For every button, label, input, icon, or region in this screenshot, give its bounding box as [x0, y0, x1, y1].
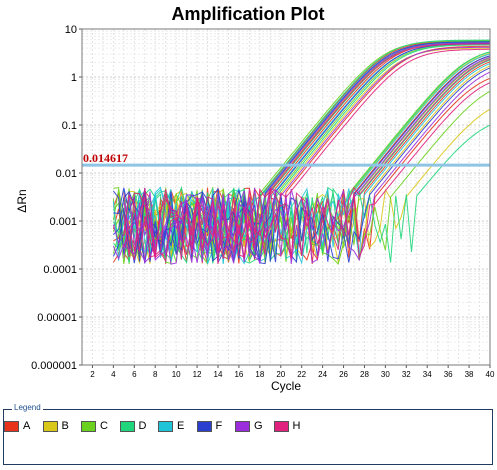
- legend-swatch: [42, 420, 58, 432]
- amplification-curve-a: [123, 61, 491, 264]
- y-tick-label: 0.01: [56, 168, 77, 180]
- legend-label: E: [177, 420, 185, 432]
- x-tick-label: 30: [381, 370, 390, 379]
- amplification-curve-d: [123, 51, 491, 263]
- legend-title: Legend: [12, 403, 43, 412]
- x-tick-label: 22: [297, 370, 306, 379]
- amplification-curve-d: [123, 124, 491, 265]
- x-tick-label: 18: [255, 370, 264, 379]
- x-tick-label: 34: [423, 370, 432, 379]
- y-tick-label: 0.1: [62, 120, 77, 132]
- x-tick-label: 36: [444, 370, 453, 379]
- y-tick-label: 0.000001: [31, 360, 77, 372]
- amplification-curve-h: [123, 58, 491, 261]
- legend-item-a[interactable]: A: [4, 420, 43, 432]
- legend-item-e[interactable]: E: [158, 420, 197, 432]
- legend-label: F: [215, 420, 223, 432]
- y-axis-ticks: 10 1 0.1 0.01 0.001 0.0001 0.00001 0.000001: [31, 24, 82, 372]
- amplification-curve-h: [123, 48, 491, 258]
- legend-swatch: [273, 420, 289, 432]
- legend-label: A: [23, 420, 31, 432]
- x-tick-label: 20: [276, 370, 285, 379]
- legend-item-f[interactable]: F: [196, 420, 236, 432]
- legend-item-h[interactable]: H: [273, 420, 313, 432]
- x-tick-label: 26: [339, 370, 348, 379]
- legend-swatch: [119, 420, 135, 432]
- legend-swatch: [81, 420, 96, 432]
- x-tick-label: 28: [360, 370, 369, 379]
- legend-item-g[interactable]: G: [235, 420, 274, 432]
- legend-swatch: [196, 420, 212, 432]
- amplification-curve-f: [112, 41, 490, 262]
- x-tick-label: 10: [172, 370, 181, 379]
- x-tick-label: 8: [153, 370, 158, 379]
- legend-label: C: [100, 420, 108, 432]
- amplification-curve-g: [123, 71, 491, 265]
- y-tick-label: 0.00001: [37, 312, 77, 324]
- amplification-curve-c: [113, 57, 491, 265]
- chart-title: Amplification Plot: [172, 4, 325, 24]
- amplification-curve-h: [123, 43, 490, 263]
- x-tick-label: 38: [465, 370, 474, 379]
- x-tick-label: 4: [111, 370, 116, 379]
- legend-item-c[interactable]: C: [81, 420, 120, 432]
- amplification-curve-d: [113, 39, 491, 256]
- y-tick-label: 0.001: [49, 216, 77, 228]
- y-axis-label: ΔRn: [15, 189, 29, 212]
- threshold[interactable]: 0.014617: [82, 151, 490, 167]
- x-tick-label: 32: [402, 370, 411, 379]
- legend-item-b[interactable]: B: [42, 420, 82, 432]
- y-tick-label: 1: [71, 72, 77, 84]
- plot-frame: [81, 28, 491, 366]
- threshold-value-label: 0.014617: [83, 151, 128, 165]
- amplification-curves: [112, 39, 491, 266]
- x-tick-label: 12: [193, 370, 202, 379]
- legend-box: Legend A B C D E F G H: [3, 403, 493, 465]
- amplification-curve-e: [112, 63, 491, 265]
- amplification-plot: Amplification Plot 10 1 0.1 0.01 0.001 0.0001…: [15, 4, 495, 393]
- x-tick-label: 14: [214, 370, 223, 379]
- amplification-curve-f: [113, 55, 491, 262]
- x-tick-label: 2: [90, 370, 95, 379]
- x-tick-label: 16: [234, 370, 243, 379]
- legend-item-d[interactable]: D: [119, 420, 159, 432]
- legend-swatch: [235, 420, 250, 432]
- legend-items: A B C D E F G H: [4, 420, 312, 432]
- legend-swatch: [4, 420, 19, 432]
- legend-label: G: [254, 420, 263, 432]
- x-axis-label: Cycle: [271, 379, 301, 393]
- legend-swatch: [158, 420, 173, 432]
- y-tick-label: 0.0001: [43, 264, 77, 276]
- legend-label: B: [61, 420, 69, 432]
- x-tick-label: 40: [486, 370, 495, 379]
- legend-label: H: [292, 420, 301, 432]
- x-tick-label: 6: [132, 370, 137, 379]
- y-tick-label: 10: [65, 24, 77, 36]
- amplification-curve-h: [123, 82, 491, 265]
- amplification-curve-g: [112, 42, 490, 265]
- x-axis-ticks: 2 4 6 8 10 12 14 16 18 20 22 24 26 28 30 32 34 36 38 40: [90, 365, 495, 379]
- x-tick-label: 24: [318, 370, 327, 379]
- amplification-curve-g: [112, 46, 490, 264]
- legend-label: D: [138, 420, 147, 432]
